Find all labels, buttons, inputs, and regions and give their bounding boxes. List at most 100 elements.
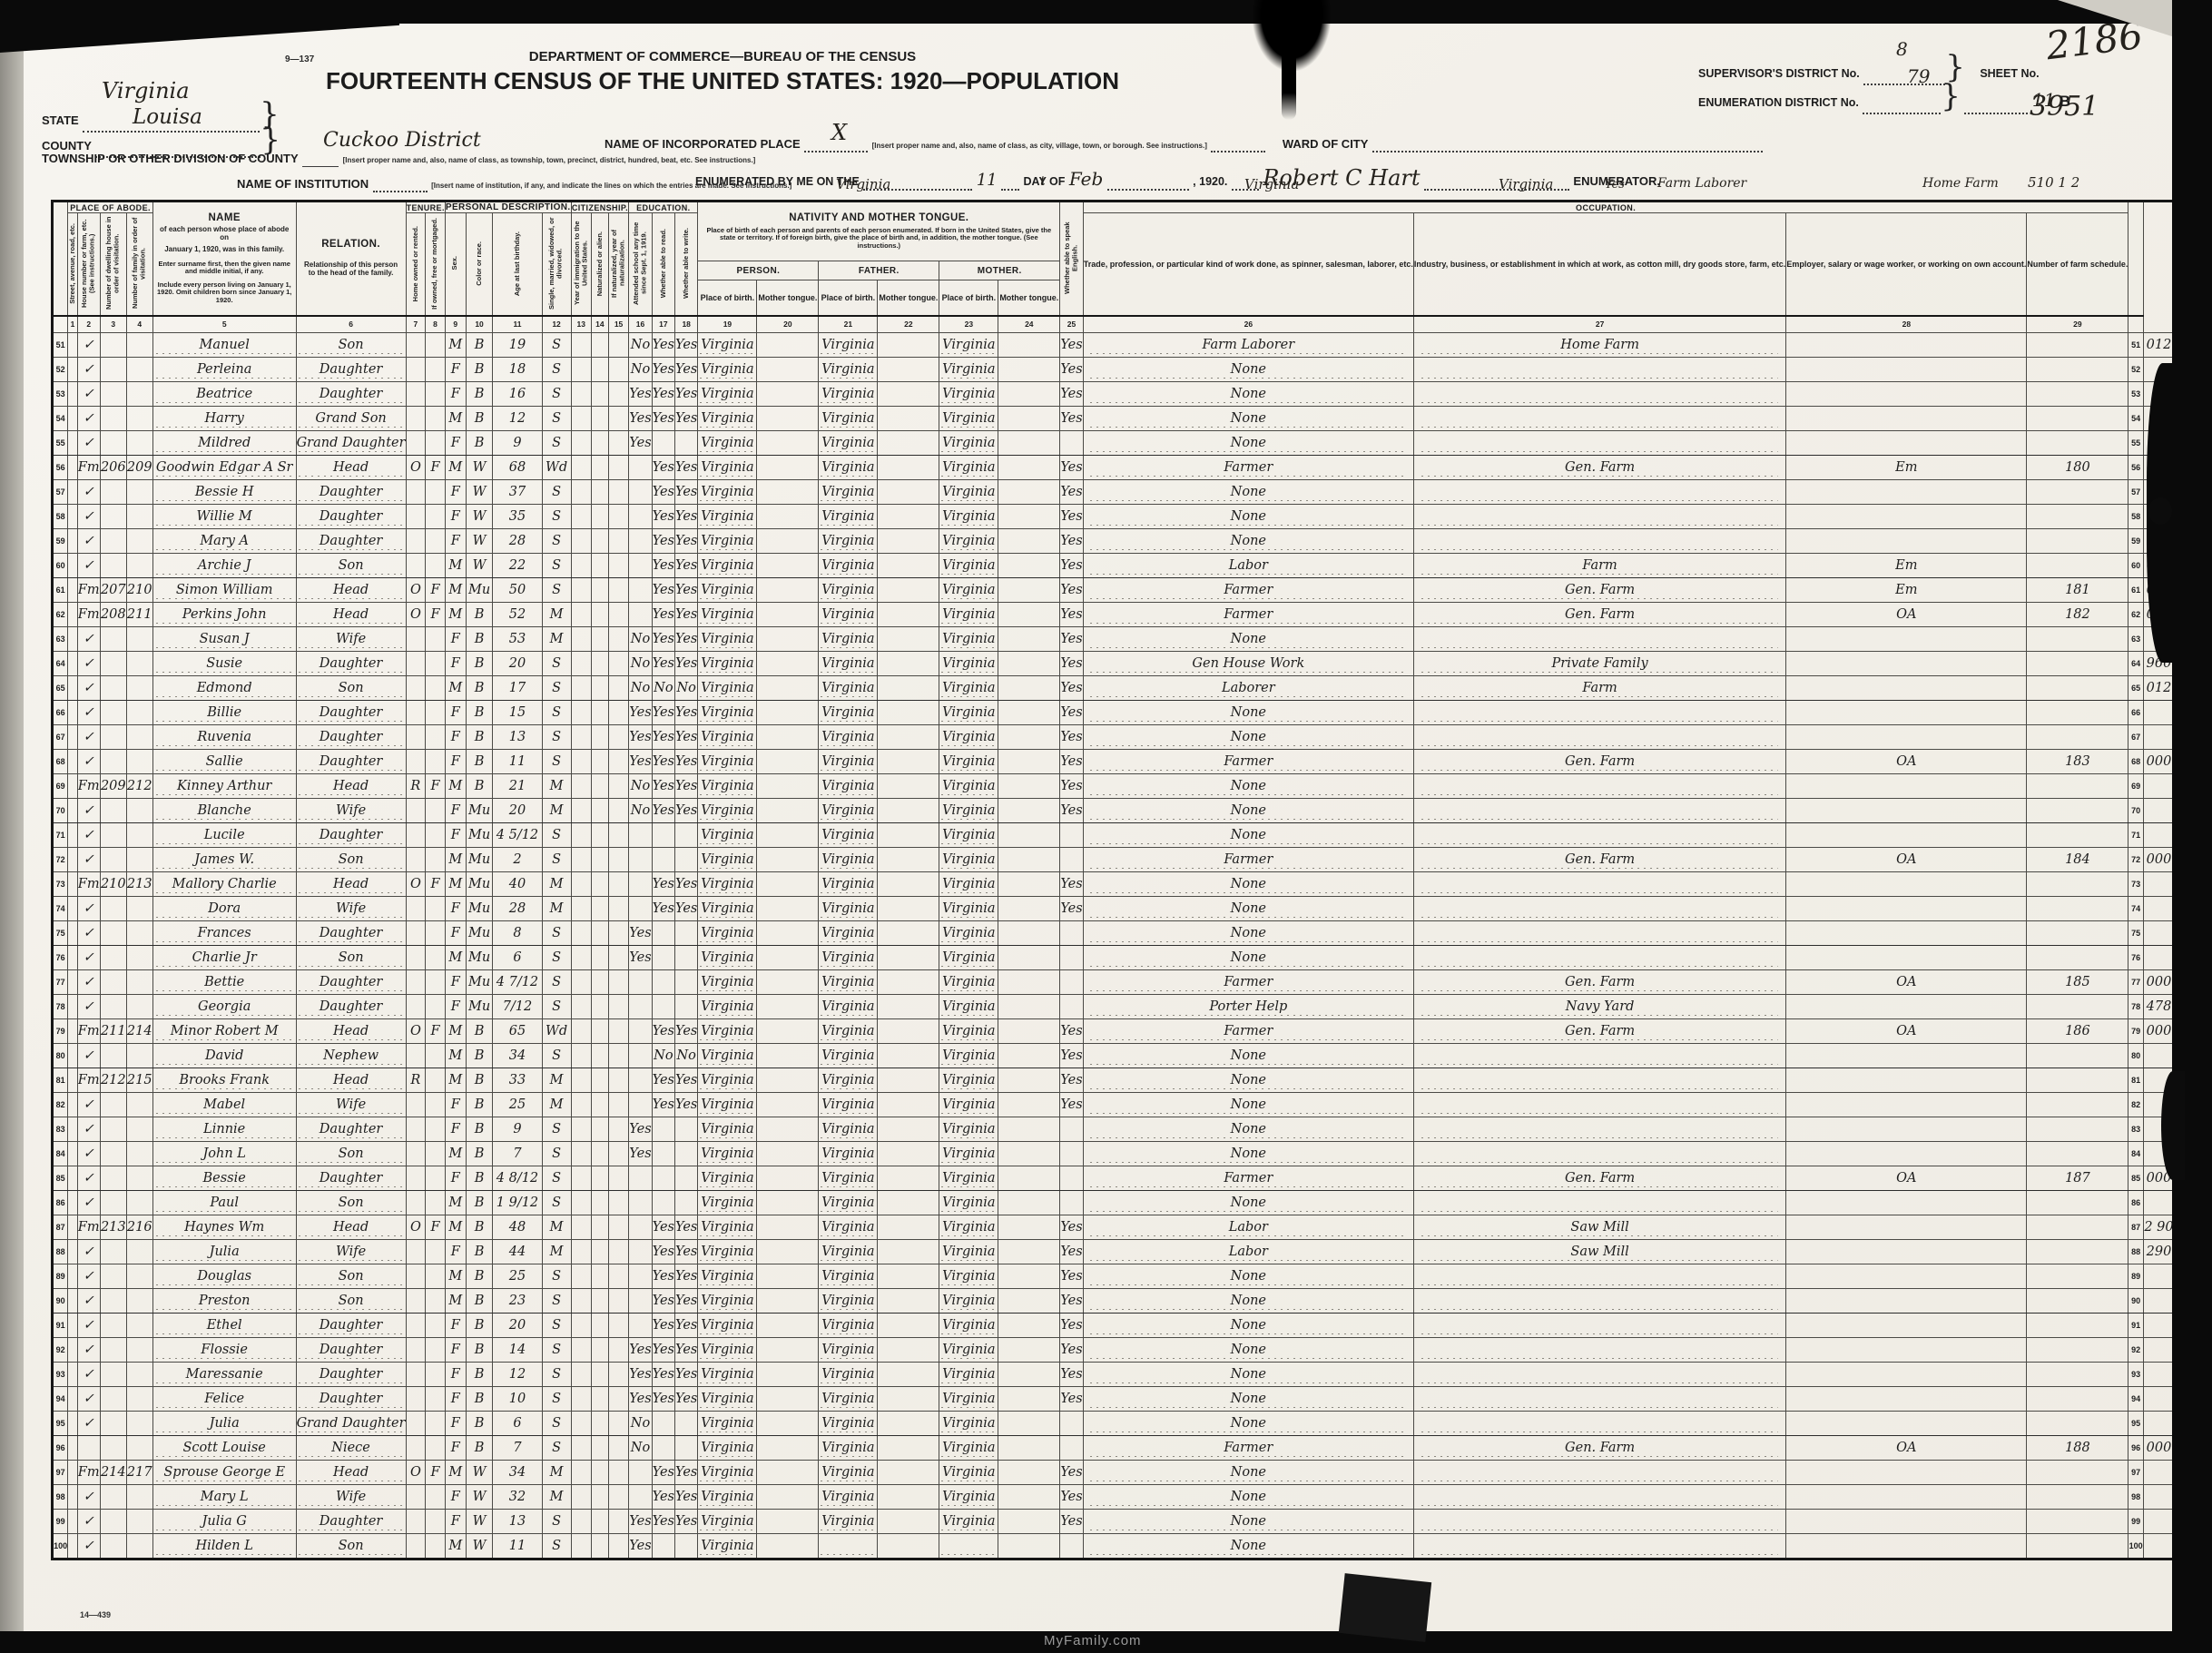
read-cell: Yes: [651, 1386, 676, 1412]
tenure-owned-cell: [405, 994, 427, 1020]
mother-tongue-cell: [998, 1264, 1061, 1290]
father-tongue-cell: [877, 1288, 940, 1314]
name-cell: Mildred: [152, 430, 297, 457]
farm-schedule-cell: 181: [2026, 577, 2129, 604]
table-row: 52 ✓ Perleina Daughter F B 18 S No Yes Yes Virginia…: [51, 357, 2177, 383]
mother-tongue-cell: [998, 1141, 1061, 1167]
house-farm-cell: ✓: [76, 553, 101, 579]
read-cell: Yes: [651, 896, 676, 922]
tenure-free-cell: [425, 1092, 446, 1118]
school-cell: Yes: [628, 1386, 653, 1412]
immigration-cell: [570, 1018, 592, 1045]
mother-birth-cell: Virginia: [939, 1386, 999, 1412]
column-number: 24: [998, 315, 1061, 334]
father-tongue-cell: [877, 553, 940, 579]
marital-cell: S: [541, 1166, 572, 1192]
table-row: 71 ✓ Lucile Daughter F Mu 4 5/12 S Virginia Virgi…: [51, 822, 2177, 849]
naturalized-cell: [590, 1337, 609, 1363]
age-cell: 12: [492, 1362, 543, 1388]
age-cell: 44: [492, 1239, 543, 1265]
read-cell: Yes: [651, 1264, 676, 1290]
farm-schedule-cell: [2026, 871, 2129, 898]
employer-cell: [1785, 1386, 2028, 1412]
township-row: TOWNSHIP OR OTHER DIVISION OF COUNTY Cuc…: [42, 129, 756, 167]
tenure-free-cell: [425, 1288, 446, 1314]
tenure-owned-cell: [405, 1484, 427, 1510]
write-cell: [674, 1166, 699, 1192]
speak-english-cell: Yes: [1059, 1215, 1084, 1241]
sex-cell: F: [444, 822, 467, 849]
read-cell: Yes: [651, 651, 676, 677]
line-number: 74: [51, 896, 69, 922]
house-farm-cell: ✓: [76, 724, 101, 751]
marital-cell: S: [541, 504, 572, 530]
column-number: 18: [674, 315, 699, 334]
house-farm-cell: ✓: [76, 479, 101, 506]
line-number: 96: [51, 1435, 69, 1461]
naturalized-cell: [590, 651, 609, 677]
mother-birth-cell: Virginia: [939, 1288, 999, 1314]
margin-note: [2142, 1313, 2177, 1339]
marital-cell: S: [541, 553, 572, 579]
tenure-free-cell: [425, 969, 446, 996]
father-birth-cell: [818, 1533, 879, 1560]
name-cell: Charlie Jr: [152, 945, 297, 971]
line-number: 83: [51, 1117, 69, 1143]
employer-cell: [1785, 504, 2028, 530]
person-tongue-cell: [756, 406, 820, 432]
line-number: 64: [51, 651, 69, 677]
marital-cell: M: [541, 798, 572, 824]
street-cell: [67, 1484, 78, 1510]
father-tongue-cell: [877, 430, 940, 457]
trade-cell: Labor: [1082, 553, 1414, 579]
father-birth-cell: Virginia: [818, 700, 879, 726]
name-cell: Frances: [152, 920, 297, 947]
write-cell: Yes: [674, 1092, 699, 1118]
township-note: [Insert proper name and, also, name of c…: [342, 156, 756, 164]
father-birth-cell: Virginia: [818, 602, 879, 628]
person-tongue-cell: [756, 381, 820, 408]
employer-cell: [1785, 1509, 2028, 1535]
house-farm-cell: ✓: [76, 1386, 101, 1412]
immigration-cell: [570, 1411, 592, 1437]
write-cell: Yes: [674, 749, 699, 775]
dwelling-no-cell: [99, 1117, 127, 1143]
name-cell: Blanche: [152, 798, 297, 824]
dwelling-no-cell: [99, 896, 127, 922]
family-no-cell: 212: [125, 773, 153, 800]
industry-cell: [1412, 1264, 1787, 1290]
mother-birth-cell: Virginia: [939, 381, 999, 408]
house-farm-cell: ✓: [76, 896, 101, 922]
employer-cell: [1785, 700, 2028, 726]
marital-cell: S: [541, 1264, 572, 1290]
father-tongue-cell: [877, 1092, 940, 1118]
column-number: 26: [1082, 315, 1414, 334]
father-tongue-cell: [877, 1117, 940, 1143]
nat-year-cell: [607, 1411, 630, 1437]
name-cell: Dora: [152, 896, 297, 922]
name-cell: Willie M: [152, 504, 297, 530]
margin-note: [2142, 381, 2177, 408]
house-farm-cell: ✓: [76, 626, 101, 653]
state-label: STATE: [42, 113, 79, 127]
name-cell: Kinney Arthur: [152, 773, 297, 800]
col-industry-header: Industry, business, or establishment in …: [1412, 212, 1787, 317]
father-tongue-cell: [877, 504, 940, 530]
mother-birth-cell: Virginia: [939, 1117, 999, 1143]
farm-schedule-cell: 188: [2026, 1435, 2129, 1461]
tenure-owned-cell: [405, 1362, 427, 1388]
line-number-right: 98: [2128, 1484, 2144, 1510]
family-no-cell: [125, 430, 153, 457]
read-cell: Yes: [651, 332, 676, 359]
color-cell: B: [465, 1337, 494, 1363]
industry-cell: Home Farm: [1412, 332, 1787, 359]
plate-number: 14—439: [80, 1610, 112, 1619]
line-number: 61: [51, 577, 69, 604]
nat-year-cell: [607, 675, 630, 702]
nat-year-cell: [607, 1092, 630, 1118]
immigration-cell: [570, 1337, 592, 1363]
marital-cell: S: [541, 1190, 572, 1216]
line-number-right: 62: [2128, 602, 2144, 628]
age-cell: 4 8/12: [492, 1166, 543, 1192]
sex-cell: M: [444, 1018, 467, 1045]
